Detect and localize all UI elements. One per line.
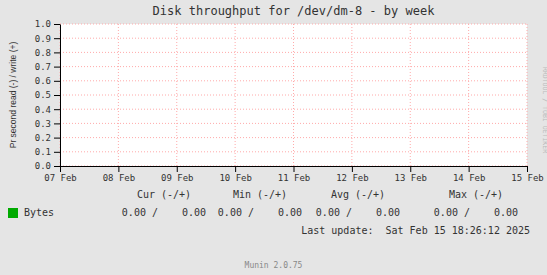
tick-label: 0.5: [35, 90, 51, 100]
tick-label: 09 Feb: [161, 173, 194, 183]
annotation: 0.00 / 0.00: [316, 207, 400, 218]
chart: 07 Feb 08 Feb 09 Feb 10 Feb 11 Feb 12 Feb 13 F…: [0, 0, 547, 275]
axis-line: [60, 25, 61, 167]
tick-label: 1.0: [35, 19, 51, 29]
plot: 07 Feb 08 Feb 09 Feb 10 Feb 11 Feb 12 Feb 13 F…: [35, 19, 544, 183]
title: Disk throughput for /dev/dm-8 - by week: [153, 4, 436, 18]
tick-label: 08 Feb: [103, 173, 136, 183]
tick-label: 10 Feb: [219, 173, 252, 183]
tick: 0.6: [35, 76, 60, 86]
footer: Cur (-/+) Min (-/+) Avg (-/+) Max (-/+) 0.00…: [122, 67, 547, 270]
tick-mark: [235, 166, 236, 172]
tick: 0.4: [35, 105, 60, 115]
tick-label: 13 Feb: [394, 173, 427, 183]
grid-line: [60, 38, 527, 39]
legend: Bytes: [8, 207, 54, 218]
tick: 1.0: [35, 19, 60, 29]
tick: 0.9: [35, 34, 60, 44]
tick-mark: [54, 166, 60, 167]
tick-mark: [294, 166, 295, 172]
tick: 0.2: [35, 133, 60, 143]
tick-mark: [54, 95, 60, 96]
tick-label: 0.9: [35, 34, 51, 44]
tick-mark: [54, 52, 60, 53]
y-axis-title: Pr second read (-) / write (+): [8, 42, 18, 149]
tick-mark: [469, 166, 470, 172]
tick-label: 0.7: [35, 62, 51, 72]
grid-line: [60, 24, 527, 25]
tick: 0.8: [35, 48, 60, 58]
tick-mark: [352, 166, 353, 172]
annotation: 0.00 / 0.00: [218, 207, 302, 218]
tick: 12 Feb: [336, 166, 369, 183]
tick: 0.0: [35, 161, 60, 171]
y-axis: 0.0 0.1 0.2 0.3 0.4 0.5 0.6 0.7 0.8 0.9 1.0: [35, 19, 61, 171]
tick-label: 0.2: [35, 133, 51, 143]
grid: [60, 24, 527, 166]
tick: 11 Feb: [278, 166, 311, 183]
tick: 0.1: [35, 147, 60, 157]
grid-line: [60, 66, 527, 67]
tick: 15 Feb: [511, 166, 544, 183]
annotation: Max (-/+): [449, 189, 503, 200]
tick-mark: [177, 166, 178, 172]
grid-line: [60, 109, 527, 110]
grid-line: [60, 80, 527, 81]
tick-mark: [54, 152, 60, 153]
tick-mark: [410, 166, 411, 172]
tick-label: 0.6: [35, 76, 51, 86]
grid-line: [60, 95, 527, 96]
annotation: Last update: Sat Feb 15 18:26:12 2025: [301, 225, 530, 236]
tick: 0.3: [35, 119, 60, 129]
tick-mark: [54, 81, 60, 82]
grid-line: [60, 151, 527, 152]
grid-line: [60, 137, 527, 138]
annotation: 0.00 / 0.00: [122, 207, 206, 218]
annotation: Min (-/+): [233, 189, 287, 200]
tick-mark: [54, 24, 60, 25]
tick: 0.5: [35, 90, 60, 100]
tick: 10 Feb: [219, 166, 252, 183]
tick: 08 Feb: [103, 166, 136, 183]
annotation: Avg (-/+): [331, 189, 385, 200]
tick-label: 0.3: [35, 119, 51, 129]
tick-label: 0.4: [35, 105, 51, 115]
tick-label: 07 Feb: [44, 173, 77, 183]
grid-line: [410, 24, 411, 166]
tick-label: 11 Feb: [278, 173, 311, 183]
tick-label: 0.1: [35, 147, 51, 157]
tick-mark: [54, 109, 60, 110]
tick-label: 14 Feb: [453, 173, 486, 183]
grid-line: [118, 24, 119, 166]
tick: 13 Feb: [394, 166, 427, 183]
watermark: RRDTOOL / TOBI OETIKER: [541, 67, 547, 153]
tick: 14 Feb: [453, 166, 486, 183]
annotation: Cur (-/+): [137, 189, 191, 200]
annotation: 0.00 / 0.00: [434, 207, 518, 218]
grid-line: [60, 123, 527, 124]
grid-line: [60, 52, 527, 53]
grid-line: [293, 24, 294, 166]
x-axis: 07 Feb 08 Feb 09 Feb 10 Feb 11 Feb 12 Feb 13 F…: [44, 166, 544, 183]
tick-mark: [54, 123, 60, 124]
legend-label: Bytes: [24, 207, 54, 218]
tick-label: 15 Feb: [511, 173, 544, 183]
tick-mark: [54, 38, 60, 39]
tick: 09 Feb: [161, 166, 194, 183]
tick-mark: [60, 166, 61, 172]
tick: 0.7: [35, 62, 60, 72]
tick-label: 12 Feb: [336, 173, 369, 183]
tick-label: 0.0: [35, 161, 51, 171]
tick-mark: [54, 138, 60, 139]
tick-mark: [54, 67, 60, 68]
legend-swatch: [8, 208, 18, 218]
tick-mark: [118, 166, 119, 172]
annotation: Munin 2.0.75: [245, 261, 303, 270]
tick-label: 0.8: [35, 48, 51, 58]
tick-mark: [527, 166, 528, 172]
plot-background: [60, 24, 527, 166]
